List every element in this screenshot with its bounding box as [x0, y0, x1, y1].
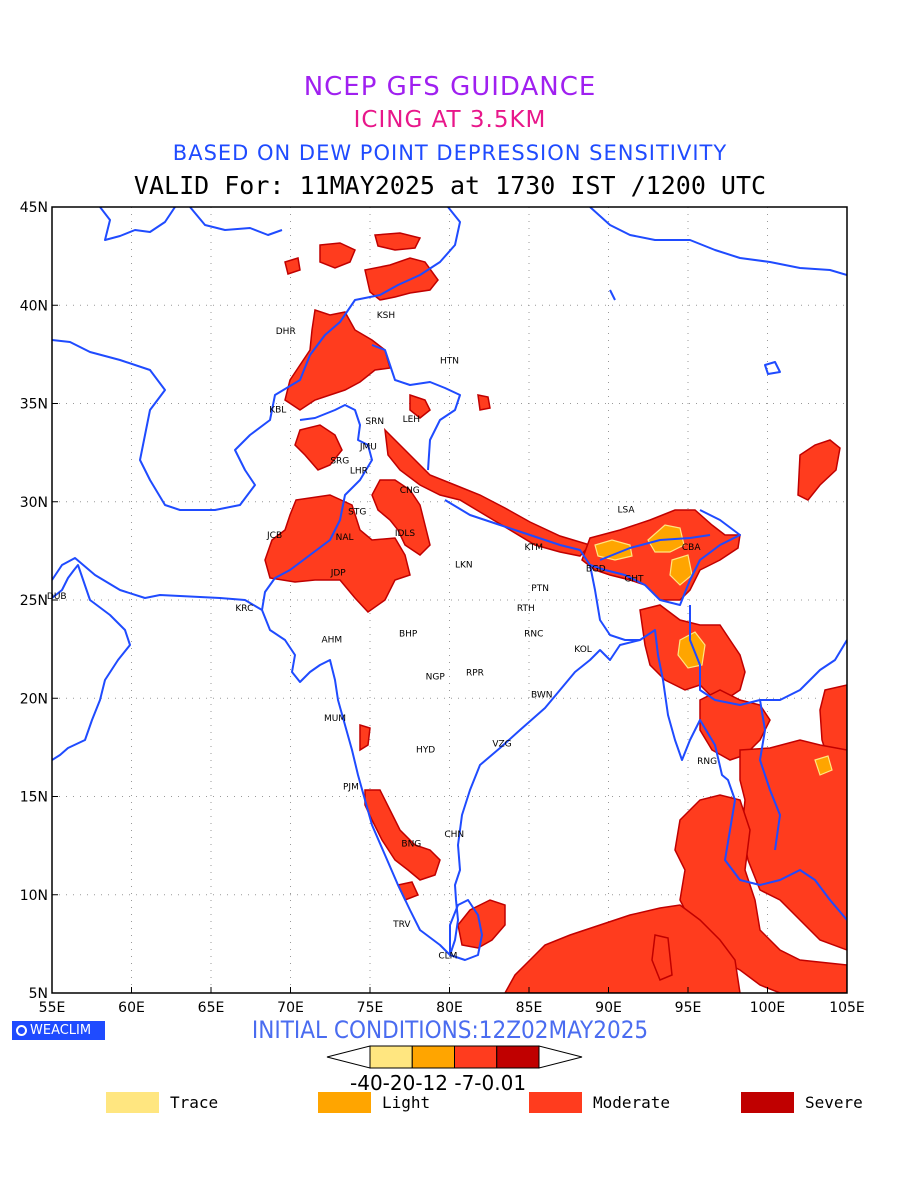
x-tick-label: 90E	[595, 1000, 622, 1016]
station-label: BNG	[401, 840, 421, 850]
station-label: LHR	[350, 466, 368, 476]
icing-light-areas	[594, 524, 833, 776]
title-method: BASED ON DEW POINT DEPRESSION SENSITIVIT…	[172, 141, 728, 165]
station-label: IDLS	[395, 529, 416, 539]
station-label: TRV	[392, 920, 411, 930]
x-tick-label: 55E	[39, 1000, 66, 1016]
colorbar-segment	[411, 1045, 455, 1069]
y-tick-label: 20N	[20, 691, 48, 707]
station-label: CNG	[400, 486, 420, 496]
y-tick-label: 40N	[20, 298, 48, 314]
station-label: PTN	[531, 584, 549, 594]
station-label: JDP	[330, 568, 347, 578]
station-label: BGD	[586, 565, 606, 575]
station-label: JMU	[359, 443, 377, 453]
legend-swatch-severe	[741, 1092, 794, 1113]
station-label: SRG	[330, 456, 349, 466]
weaclim-label: WEACLIM	[30, 1023, 92, 1038]
x-tick-label: 105E	[829, 1000, 865, 1016]
y-tick-label: 10N	[20, 888, 48, 904]
x-tick-label: 100E	[750, 1000, 786, 1016]
x-tick-label: 75E	[357, 1000, 384, 1016]
station-label: KSH	[377, 311, 395, 321]
station-label: MUM	[324, 714, 346, 724]
station-label: NAL	[336, 533, 354, 543]
y-tick-label: 25N	[20, 593, 48, 609]
x-tick-label: 95E	[675, 1000, 702, 1016]
colorbar-segment	[454, 1045, 498, 1069]
y-tick-label: 45N	[20, 200, 48, 216]
station-label: CLM	[438, 952, 457, 962]
station-label: RNG	[697, 757, 717, 767]
station-label: KTM	[525, 543, 543, 553]
station-label: DHR	[276, 327, 296, 337]
y-tick-label: 30N	[20, 495, 48, 511]
station-label: CHN	[444, 830, 464, 840]
initial-conditions: INITIAL CONDITIONS:12Z02MAY2025	[251, 1016, 649, 1044]
legend-swatch-light	[318, 1092, 371, 1113]
station-label: BHP	[399, 629, 418, 639]
station-label: KOL	[574, 645, 592, 655]
station-label: KRC	[235, 604, 253, 614]
station-label: HYD	[416, 745, 435, 755]
y-tick-label: 35N	[20, 397, 48, 413]
axis-ticks: 55E 60E 65E 70E 75E 80E 85E 90E 95E 100E 105E 5N 10N…	[20, 200, 865, 1016]
title-model: NCEP GFS GUIDANCE	[303, 72, 597, 102]
x-tick-label: 60E	[118, 1000, 145, 1016]
coastlines	[52, 207, 847, 961]
colorbar-segment	[496, 1045, 540, 1069]
legend-label-severe: Severe	[805, 1093, 863, 1112]
y-tick-label: 15N	[20, 790, 48, 806]
station-label: SRN	[365, 417, 384, 427]
colorbar-left-arrow	[326, 1045, 371, 1069]
station-label: JCB	[266, 531, 282, 541]
station-label: LKN	[455, 561, 473, 571]
station-label: RNC	[524, 629, 543, 639]
x-tick-label: 80E	[436, 1000, 463, 1016]
colorbar	[326, 1045, 583, 1069]
station-label: LSA	[617, 506, 635, 516]
colorbar-right-arrow	[538, 1045, 583, 1069]
title-product: ICING AT 3.5KM	[353, 107, 547, 133]
station-label: KBL	[269, 405, 286, 415]
legend-swatch-trace	[106, 1092, 159, 1113]
station-label: NGP	[426, 673, 446, 683]
icing-moderate-areas	[264, 232, 847, 993]
station-label: STG	[348, 508, 366, 518]
station-label: CBA	[682, 543, 701, 553]
station-label: AHM	[321, 635, 342, 645]
legend-swatch-moderate	[529, 1092, 582, 1113]
station-label: BWN	[531, 690, 553, 700]
x-tick-label: 70E	[277, 1000, 304, 1016]
weaclim-logo-icon	[16, 1025, 27, 1036]
colorbar-segment	[369, 1045, 413, 1069]
station-label: GHT	[624, 574, 644, 584]
station-label: RPR	[466, 669, 484, 679]
legend-label-light: Light	[382, 1093, 431, 1112]
station-label: VZG	[492, 739, 511, 749]
x-tick-label: 85E	[516, 1000, 543, 1016]
legend-label-trace: Trace	[170, 1093, 219, 1112]
colorbar-values: -40-20-12 -7-0.01	[350, 1071, 527, 1095]
station-label: RTH	[517, 604, 535, 614]
station-label: HTN	[440, 356, 459, 366]
title-valid-time: VALID For: 11MAY2025 at 1730 IST /1200 U…	[133, 171, 767, 200]
x-tick-label: 65E	[198, 1000, 225, 1016]
weaclim-badge: WEACLIM	[12, 1021, 105, 1040]
y-tick-label: 5N	[29, 986, 48, 1002]
legend-label-moderate: Moderate	[593, 1093, 671, 1112]
station-label: DUB	[47, 592, 67, 602]
station-label: LEH	[403, 415, 420, 425]
station-label: PJM	[343, 783, 359, 793]
